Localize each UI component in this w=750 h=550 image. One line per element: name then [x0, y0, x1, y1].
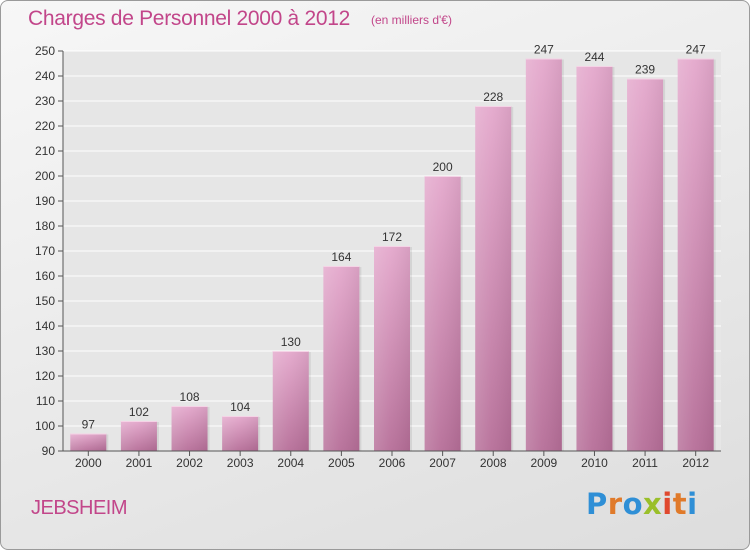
bar-highlight — [374, 246, 410, 451]
x-tick-label: 2011 — [632, 456, 658, 470]
y-tick-label: 120 — [35, 369, 55, 383]
value-label: 164 — [331, 250, 351, 264]
x-tick-label: 2010 — [581, 456, 608, 470]
x-tick-label: 2012 — [682, 456, 709, 470]
value-label: 97 — [82, 418, 96, 432]
y-tick-label: 90 — [42, 444, 56, 458]
y-tick-label: 110 — [36, 394, 55, 408]
proxiti-logo: Proxiti — [586, 487, 698, 521]
commune-name: JEBSHEIM — [31, 497, 128, 519]
bar-highlight — [272, 351, 309, 451]
bar-highlight — [222, 416, 259, 451]
x-tick-label: 2008 — [480, 456, 507, 470]
y-tick-label: 190 — [35, 194, 55, 208]
bar-highlight — [677, 58, 714, 451]
bar-highlight — [120, 421, 157, 451]
y-tick-label: 200 — [35, 169, 55, 183]
x-tick-label: 2005 — [328, 456, 355, 470]
y-tick-label: 160 — [35, 269, 55, 283]
value-label: 244 — [584, 50, 604, 64]
bar-highlight — [424, 176, 461, 451]
value-label: 239 — [635, 63, 655, 77]
y-tick-label: 130 — [35, 344, 55, 358]
chart-subtitle: (en milliers d'€) — [371, 13, 452, 27]
x-tick-label: 2009 — [530, 456, 557, 470]
axes — [58, 50, 721, 456]
value-label: 102 — [129, 405, 149, 419]
y-tick-label: 150 — [35, 294, 55, 308]
y-tick-label: 210 — [35, 144, 55, 158]
x-tick-label: 2006 — [379, 456, 406, 470]
bar-highlight — [171, 406, 208, 451]
y-tick-label: 180 — [35, 219, 55, 233]
value-label: 228 — [483, 90, 503, 104]
y-tick-label: 250 — [35, 44, 55, 58]
value-label: 108 — [180, 390, 200, 404]
x-tick-label: 2002 — [176, 456, 203, 470]
bar-highlight — [525, 58, 562, 451]
y-tick-label: 100 — [35, 419, 55, 433]
value-label: 200 — [433, 160, 453, 174]
bar-highlight — [475, 106, 512, 451]
value-label: 247 — [686, 43, 706, 57]
x-tick-label: 2000 — [75, 456, 102, 470]
value-label: 247 — [534, 43, 554, 57]
value-label: 172 — [382, 230, 402, 244]
value-label: 104 — [230, 400, 250, 414]
y-tick-label: 220 — [35, 119, 55, 133]
bar-highlight — [323, 266, 360, 451]
labels: 9010011012013014015016017018019020021022… — [35, 43, 709, 471]
x-tick-label: 2004 — [277, 456, 304, 470]
y-tick-label: 170 — [35, 244, 55, 258]
bar-highlight — [70, 433, 107, 451]
chart-title: Charges de Personnel 2000 à 2012 — [28, 7, 350, 30]
bars — [70, 58, 716, 451]
bar-highlight — [627, 78, 664, 451]
value-label: 130 — [281, 335, 301, 349]
bar-highlight — [576, 66, 613, 451]
x-tick-label: 2007 — [429, 456, 456, 470]
y-tick-label: 140 — [35, 319, 55, 333]
y-tick-label: 240 — [35, 69, 55, 83]
x-tick-label: 2003 — [227, 456, 254, 470]
y-tick-label: 230 — [35, 94, 55, 108]
x-tick-label: 2001 — [126, 456, 153, 470]
